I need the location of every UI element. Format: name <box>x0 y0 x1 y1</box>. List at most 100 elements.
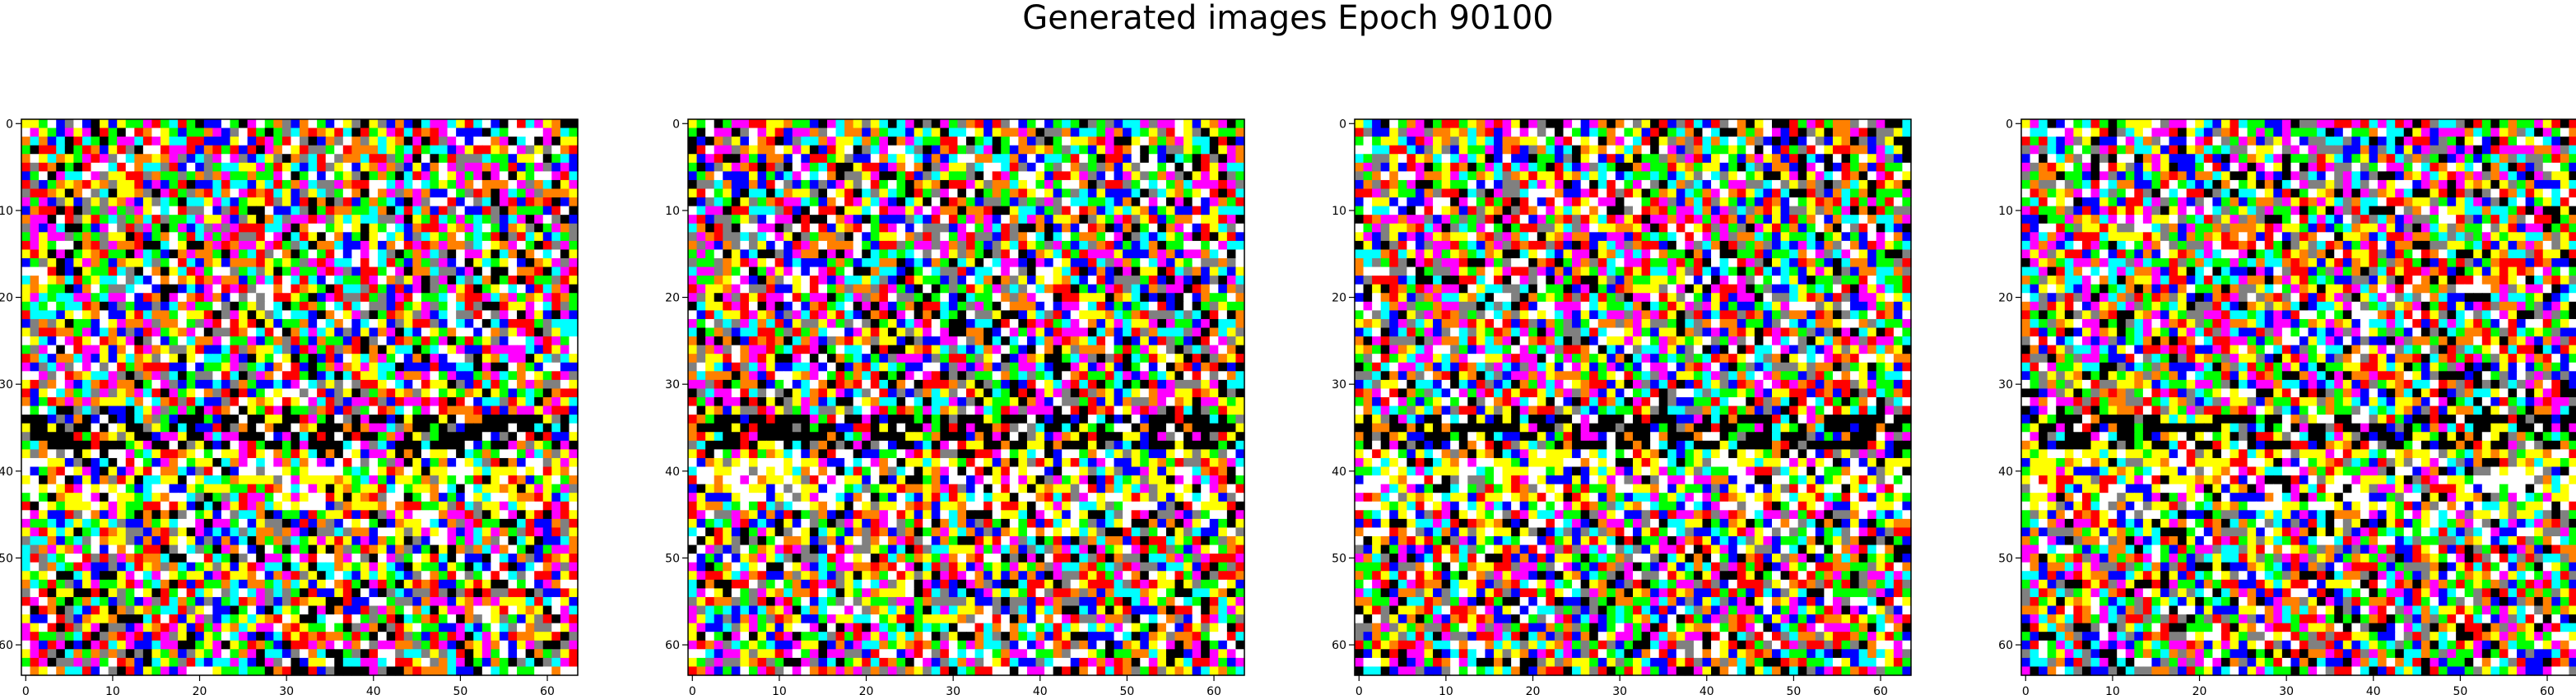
pixel <box>551 336 561 346</box>
pixel <box>844 188 854 198</box>
pixel <box>551 179 561 190</box>
pixel <box>117 518 127 529</box>
pixel <box>256 145 266 155</box>
pixel <box>525 588 535 598</box>
pixel <box>239 206 249 215</box>
pixel <box>239 171 249 181</box>
pixel <box>308 345 318 354</box>
pixel <box>731 162 741 172</box>
pixel <box>395 536 405 546</box>
pixel <box>534 179 544 190</box>
pixel <box>1131 188 1141 198</box>
pixel <box>430 510 439 520</box>
pixel <box>39 632 49 642</box>
pixel <box>421 240 431 251</box>
pixel <box>1131 145 1141 155</box>
pixel <box>517 493 527 503</box>
pixel <box>464 536 474 546</box>
pixel <box>291 423 300 433</box>
pixel <box>508 362 518 372</box>
pixel <box>160 554 170 563</box>
pixel <box>542 510 552 520</box>
pixel <box>447 457 457 468</box>
pixel <box>983 206 993 215</box>
pixel <box>117 554 127 563</box>
pixel <box>221 171 231 181</box>
pixel <box>178 588 188 598</box>
pixel <box>439 179 449 190</box>
pixel <box>108 588 118 598</box>
pixel <box>264 232 274 242</box>
pixel <box>360 423 370 433</box>
pixel <box>534 510 544 520</box>
pixel <box>264 397 274 407</box>
pixel <box>317 405 327 415</box>
pixel <box>230 440 239 450</box>
pixel <box>151 423 161 433</box>
pixel <box>473 301 483 311</box>
pixel <box>386 571 396 581</box>
pixel <box>317 171 327 181</box>
pixel <box>230 397 239 407</box>
pixel <box>247 137 257 146</box>
pixel <box>212 501 222 511</box>
pixel <box>169 293 179 303</box>
pixel <box>100 440 109 450</box>
pixel <box>731 206 741 215</box>
pixel <box>430 666 439 676</box>
pixel <box>342 154 352 164</box>
pixel <box>403 327 413 337</box>
pixel <box>879 162 889 172</box>
pixel <box>481 475 491 485</box>
pixel <box>464 249 474 259</box>
pixel <box>464 336 474 346</box>
pixel <box>108 284 118 294</box>
pixel <box>334 249 344 259</box>
pixel <box>169 518 179 529</box>
pixel <box>186 493 196 503</box>
pixel <box>948 206 959 215</box>
pixel <box>534 197 544 207</box>
pixel <box>560 154 570 164</box>
pixel <box>117 649 127 659</box>
pixel <box>100 318 109 329</box>
pixel <box>21 345 31 354</box>
pixel <box>325 649 335 659</box>
pixel <box>870 232 880 242</box>
pixel <box>525 206 535 215</box>
pixel <box>169 345 179 354</box>
pixel <box>56 579 66 589</box>
pixel <box>351 318 361 329</box>
pixel <box>100 605 109 615</box>
pixel <box>464 544 474 554</box>
pixel <box>853 162 863 172</box>
pixel <box>178 215 188 225</box>
pixel <box>317 510 327 520</box>
pixel <box>125 536 135 546</box>
pixel <box>195 457 205 468</box>
pixel <box>534 119 544 129</box>
pixel <box>39 258 49 268</box>
pixel <box>430 562 439 572</box>
pixel <box>300 554 309 563</box>
pixel <box>47 649 57 659</box>
pixel <box>47 666 57 676</box>
pixel <box>169 301 179 311</box>
pixel <box>1165 188 1176 198</box>
pixel <box>542 605 552 615</box>
pixel <box>827 197 837 207</box>
pixel <box>473 284 483 294</box>
pixel <box>499 510 509 520</box>
pixel <box>30 362 40 372</box>
pixel <box>439 284 449 294</box>
pixel <box>108 571 118 581</box>
pixel <box>569 405 579 415</box>
pixel <box>1096 188 1106 198</box>
pixel <box>464 188 474 198</box>
pixel <box>186 405 196 415</box>
pixel <box>351 579 361 589</box>
pixel <box>757 137 767 146</box>
pixel <box>464 614 474 624</box>
pixel <box>230 119 239 129</box>
pixel <box>369 327 379 337</box>
